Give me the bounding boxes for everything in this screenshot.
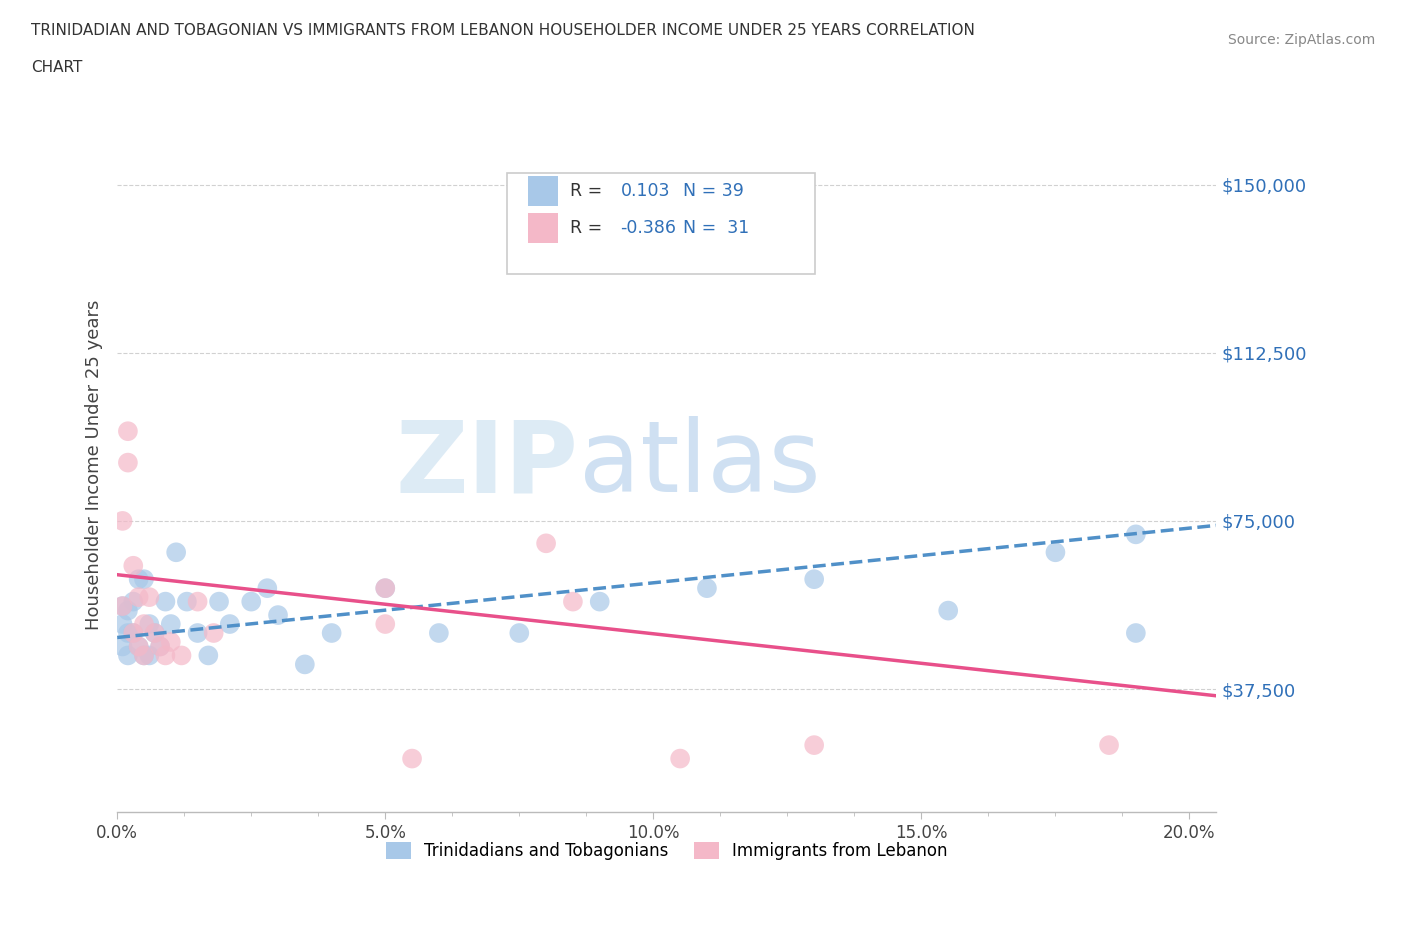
Point — [427, 626, 450, 641]
Point — [117, 626, 139, 641]
Text: N =  31: N = 31 — [683, 219, 749, 237]
Text: TRINIDADIAN AND TOBAGONIAN VS IMMIGRANTS FROM LEBANON HOUSEHOLDER INCOME UNDER 2: TRINIDADIAN AND TOBAGONIAN VS IMMIGRANTS… — [31, 23, 974, 38]
Point — [117, 648, 139, 663]
Point — [128, 572, 150, 587]
Point — [187, 626, 209, 641]
Point — [202, 626, 225, 641]
Point — [1045, 545, 1067, 560]
Text: -0.386: -0.386 — [620, 219, 676, 237]
Point — [187, 594, 209, 609]
Point — [165, 545, 187, 560]
Point — [374, 580, 396, 595]
Point — [155, 594, 177, 609]
Point — [240, 594, 263, 609]
Point — [159, 634, 181, 649]
Point — [1125, 527, 1147, 542]
Point — [1098, 737, 1121, 752]
Text: R =: R = — [569, 219, 607, 237]
Point — [122, 558, 145, 573]
FancyBboxPatch shape — [529, 213, 558, 243]
Point — [197, 648, 219, 663]
Legend: Trinidadians and Tobagonians, Immigrants from Lebanon: Trinidadians and Tobagonians, Immigrants… — [380, 835, 955, 867]
Point — [149, 639, 172, 654]
Point — [111, 617, 134, 631]
Point — [143, 626, 166, 641]
Point — [401, 751, 423, 766]
Point — [696, 580, 718, 595]
Point — [159, 617, 181, 631]
Point — [561, 594, 583, 609]
Point — [111, 513, 134, 528]
Point — [321, 626, 343, 641]
Point — [117, 455, 139, 470]
Point — [936, 604, 959, 618]
Point — [143, 626, 166, 641]
Point — [132, 617, 155, 631]
Point — [117, 604, 139, 618]
Point — [294, 657, 316, 671]
Point — [128, 639, 150, 654]
Point — [132, 572, 155, 587]
Point — [128, 590, 150, 604]
Point — [267, 607, 290, 622]
Point — [122, 626, 145, 641]
Point — [176, 594, 198, 609]
Text: atlas: atlas — [579, 417, 821, 513]
Point — [111, 599, 134, 614]
Point — [128, 639, 150, 654]
Y-axis label: Householder Income Under 25 years: Householder Income Under 25 years — [86, 299, 103, 630]
Point — [170, 648, 193, 663]
Text: R =: R = — [569, 182, 607, 200]
Point — [589, 594, 612, 609]
Point — [122, 594, 145, 609]
Point — [117, 424, 139, 439]
Text: ZIP: ZIP — [396, 417, 579, 513]
Point — [803, 737, 825, 752]
Point — [111, 639, 134, 654]
Point — [669, 751, 692, 766]
Point — [138, 590, 160, 604]
Text: CHART: CHART — [31, 60, 83, 75]
Point — [138, 617, 160, 631]
Text: N = 39: N = 39 — [683, 182, 744, 200]
Point — [374, 580, 396, 595]
Point — [508, 626, 530, 641]
Point — [155, 648, 177, 663]
Point — [138, 648, 160, 663]
Point — [149, 639, 172, 654]
FancyBboxPatch shape — [529, 176, 558, 206]
Point — [218, 617, 240, 631]
Point — [374, 617, 396, 631]
Point — [803, 572, 825, 587]
Point — [132, 648, 155, 663]
Point — [132, 648, 155, 663]
Point — [534, 536, 557, 551]
Point — [111, 599, 134, 614]
Point — [208, 594, 231, 609]
Point — [122, 626, 145, 641]
Text: Source: ZipAtlas.com: Source: ZipAtlas.com — [1227, 33, 1375, 46]
Text: 0.103: 0.103 — [620, 182, 671, 200]
Point — [1125, 626, 1147, 641]
Point — [256, 580, 278, 595]
FancyBboxPatch shape — [508, 173, 815, 273]
